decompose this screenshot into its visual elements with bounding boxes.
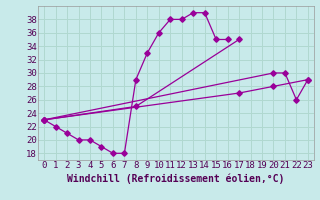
- X-axis label: Windchill (Refroidissement éolien,°C): Windchill (Refroidissement éolien,°C): [67, 173, 285, 184]
